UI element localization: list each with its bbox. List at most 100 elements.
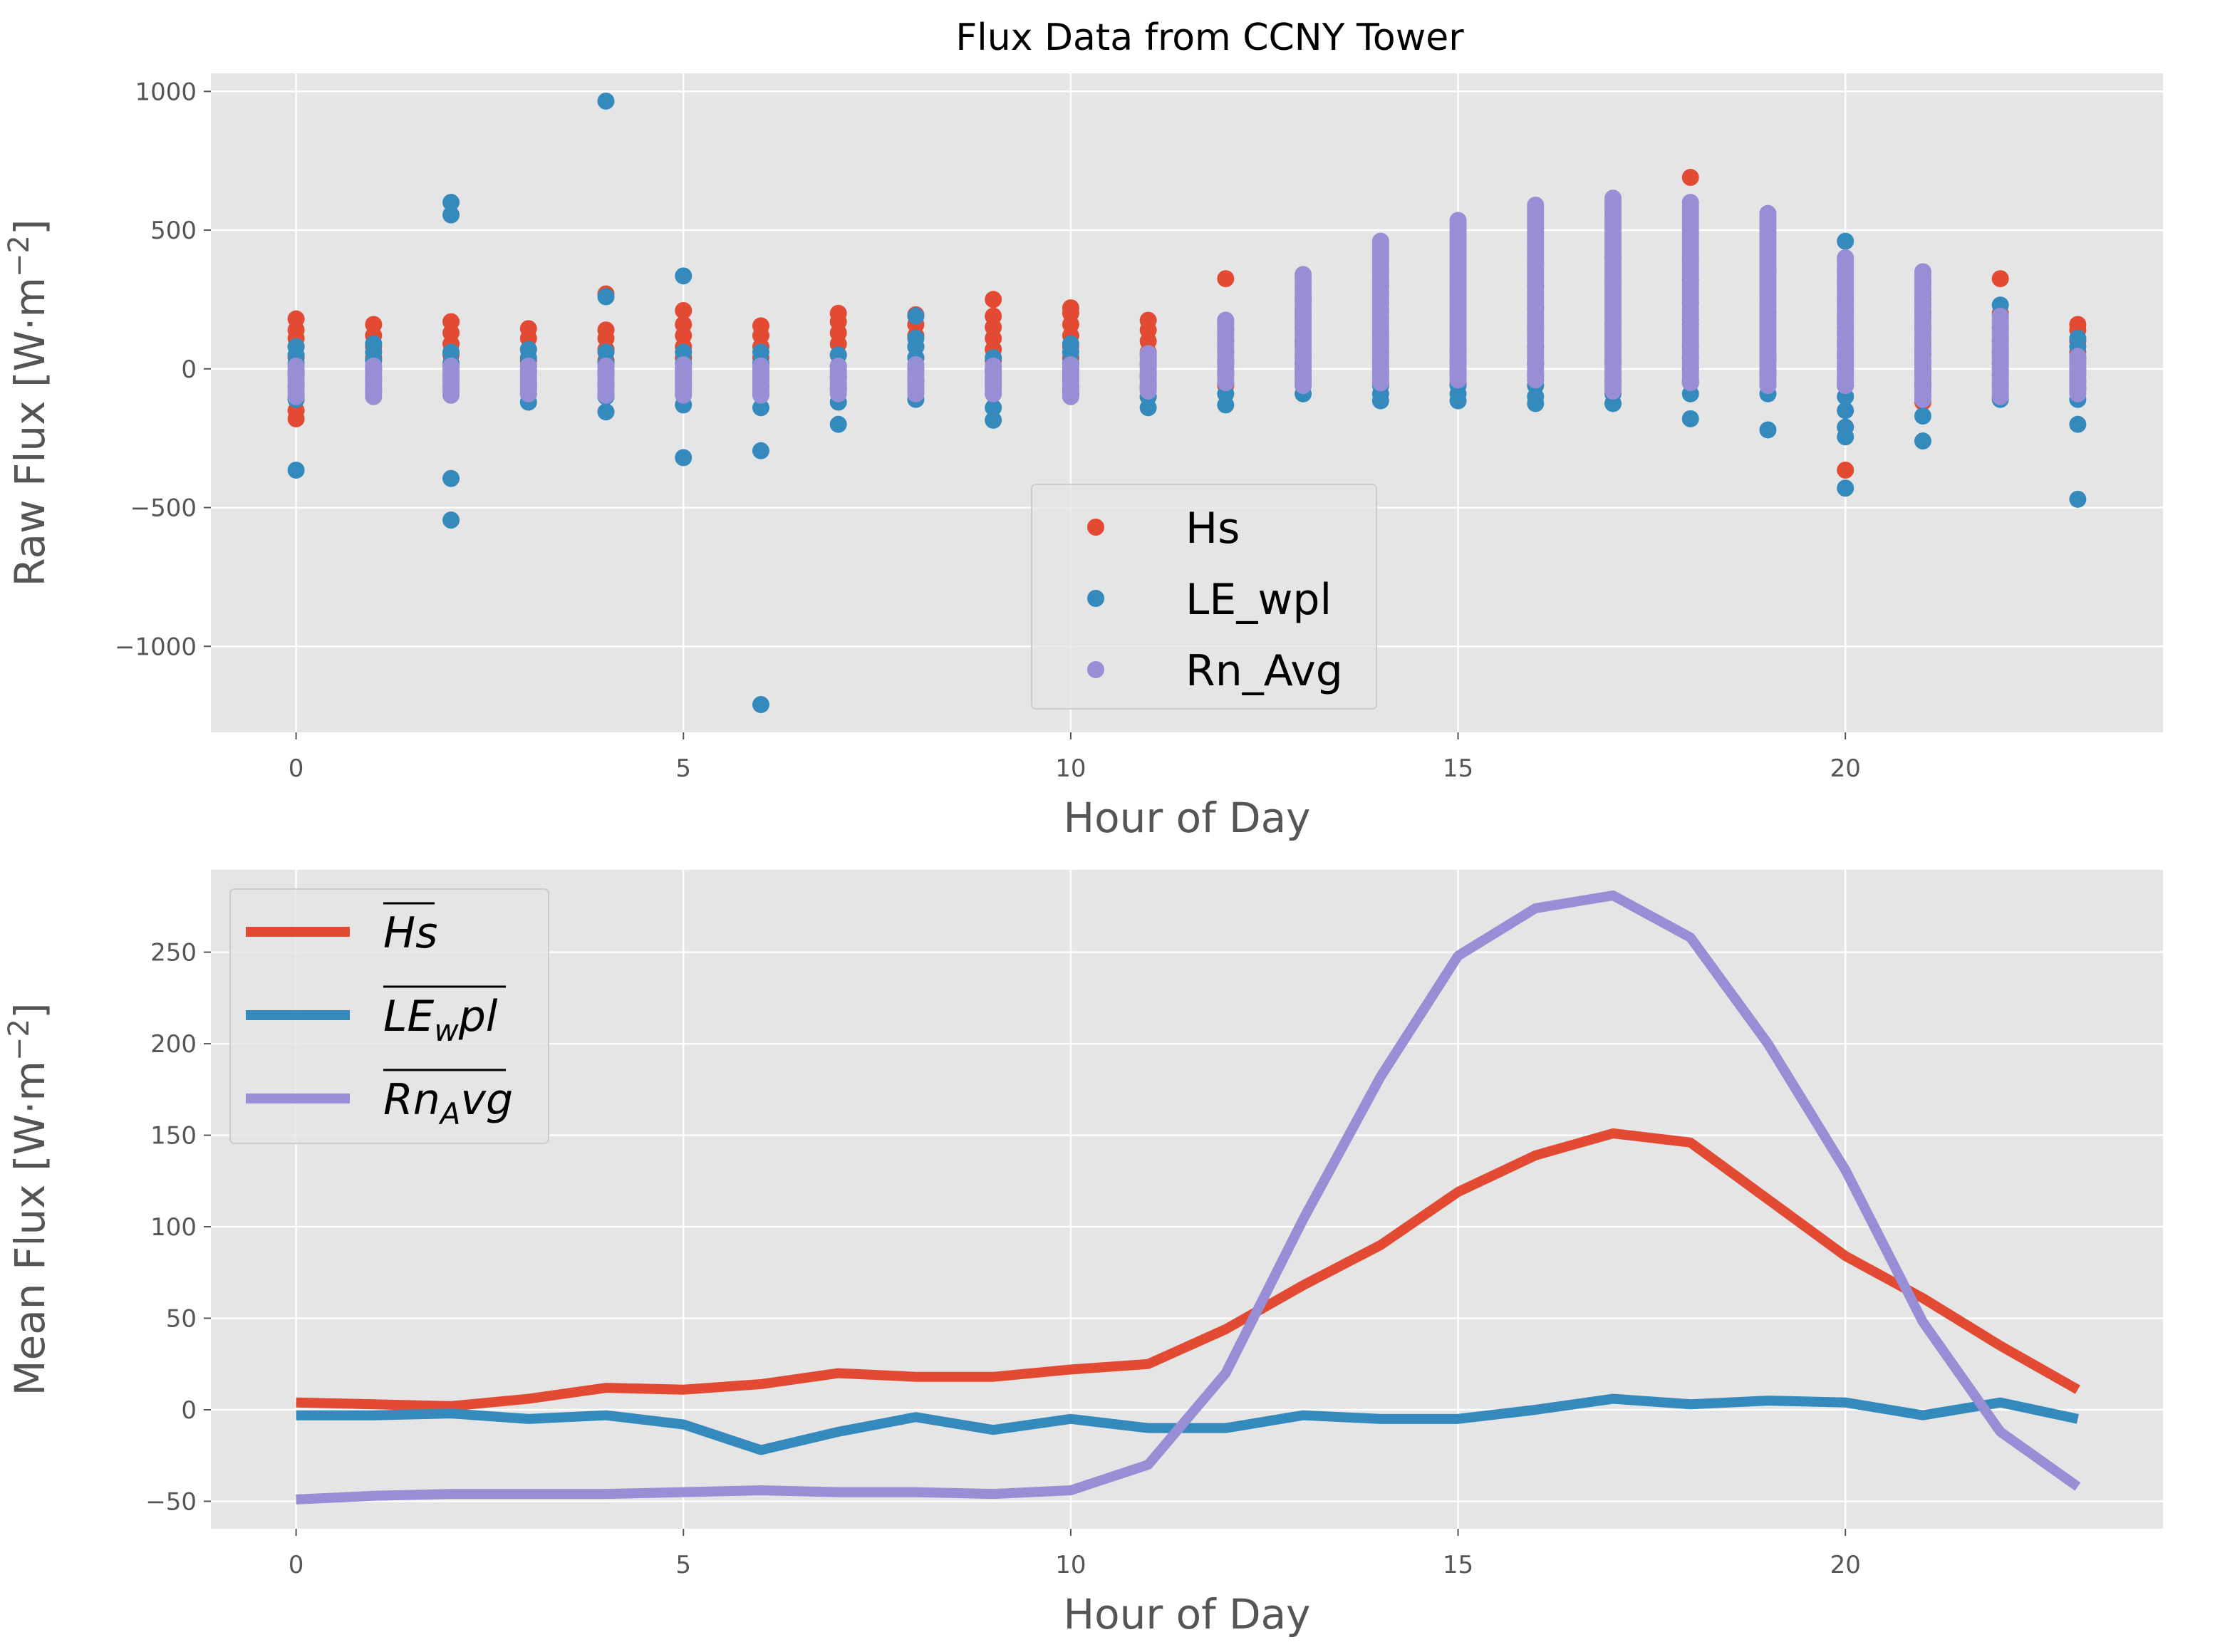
scatter-point <box>1217 396 1235 414</box>
scatter-point <box>985 411 1002 429</box>
scatter-point <box>1837 232 1855 250</box>
scatter-point <box>1604 395 1622 412</box>
raw-flux-y-axis-label: Raw Flux [W·m−2] <box>3 219 54 587</box>
scatter-point <box>1449 212 1467 229</box>
scatter-point <box>1837 402 1855 420</box>
scatter-point <box>597 403 615 421</box>
scatter-point <box>442 469 460 487</box>
scatter-point <box>1295 266 1312 284</box>
scatter-point <box>752 399 769 417</box>
scatter-point <box>985 357 1002 375</box>
legend-marker-LE_wpl <box>1087 590 1104 607</box>
scatter-point <box>1527 197 1545 214</box>
y-tick-label: −500 <box>130 494 197 523</box>
y-tick-label: 0 <box>181 355 197 384</box>
scatter-point <box>1837 479 1855 497</box>
scatter-point <box>1681 194 1699 212</box>
scatter-point <box>287 410 305 427</box>
scatter-point <box>752 357 769 375</box>
line-series-Hs <box>296 1128 2080 1411</box>
x-tick-label: 15 <box>1443 754 1473 783</box>
scatter-point <box>1217 311 1235 329</box>
y-tick-label: 150 <box>150 1122 197 1150</box>
mean-flux-line-series <box>296 890 2081 1505</box>
scatter-point <box>1604 189 1622 207</box>
line-series-Rn_Avg <box>296 890 2081 1505</box>
x-tick-label: 5 <box>675 1551 691 1579</box>
y-tick-label: 1000 <box>135 78 197 106</box>
scatter-point <box>1991 270 2009 288</box>
scatter-point <box>442 511 460 529</box>
legend-marker-Rn_Avg <box>1087 661 1104 678</box>
scatter-point <box>1139 399 1157 417</box>
scatter-point <box>442 206 460 224</box>
scatter-point <box>1062 355 1079 373</box>
scatter-point <box>1217 270 1235 288</box>
scatter-point <box>907 355 925 373</box>
scatter-point <box>829 357 847 375</box>
raw-flux-legend: Hs LE_wpl Rn_Avg <box>1031 484 1377 710</box>
scatter-point <box>1837 249 1855 266</box>
scatter-point <box>1914 407 1931 425</box>
y-tick-label: 50 <box>166 1305 197 1334</box>
legend-marker-Hs <box>1087 519 1104 536</box>
scatter-point <box>829 415 847 433</box>
y-tick-label: 250 <box>150 939 197 967</box>
raw-flux-x-axis-label: Hour of Day <box>1063 794 1310 842</box>
scatter-point <box>1139 345 1157 363</box>
y-tick-label: 200 <box>150 1030 197 1059</box>
mean-flux-tick-labels: 0 5 10 15 20 −50 0 50 100 150 200 250 <box>145 939 1861 1579</box>
y-tick-label: 0 <box>181 1396 197 1425</box>
scatter-point <box>1449 392 1467 410</box>
scatter-point <box>1371 232 1389 250</box>
scatter-point <box>442 194 460 212</box>
legend-label-LE_wpl: LEwpl <box>383 992 498 1048</box>
scatter-point <box>675 302 692 319</box>
scatter-point <box>597 92 615 110</box>
raw-flux-scatter-series <box>287 92 2087 714</box>
legend-box <box>229 888 549 1144</box>
raw-flux-axes: 0 5 10 15 20 −1000 −500 0 500 1000 Hour of Day Ra… <box>3 73 2163 842</box>
mean-flux-x-axis-label: Hour of Day <box>1063 1590 1310 1638</box>
raw-flux-tick-labels: 0 5 10 15 20 −1000 −500 0 500 1000 <box>115 78 1861 783</box>
line-series-LE_wpl <box>296 1393 2079 1455</box>
legend-label-Hs: Hs <box>1186 504 1240 554</box>
scatter-point <box>365 357 383 375</box>
x-tick-label: 15 <box>1443 1551 1473 1579</box>
scatter-point <box>287 461 305 479</box>
scatter-point <box>2069 490 2087 508</box>
scatter-point <box>1991 307 2009 325</box>
x-tick-label: 20 <box>1830 754 1861 783</box>
scatter-point <box>985 399 1002 417</box>
scatter-point <box>675 267 692 285</box>
x-tick-label: 5 <box>675 754 691 783</box>
scatter-point <box>2069 415 2087 433</box>
scatter-point <box>597 357 615 375</box>
legend-label-Hs: Hs <box>383 908 437 958</box>
scatter-point <box>752 442 769 459</box>
x-tick-label: 0 <box>289 1551 304 1579</box>
scatter-point <box>1759 421 1777 439</box>
chart-title: Flux Data from CCNY Tower <box>955 16 1464 59</box>
scatter-point <box>1837 428 1855 446</box>
y-tick-label: −1000 <box>115 633 197 661</box>
scatter-point <box>1837 461 1855 479</box>
y-tick-label: −50 <box>145 1487 197 1516</box>
scatter-point <box>519 357 537 375</box>
scatter-point <box>1914 263 1931 281</box>
legend-box <box>1031 484 1377 710</box>
scatter-point <box>1914 432 1931 450</box>
scatter-point <box>985 291 1002 308</box>
legend-label-Rn_Avg: Rn_Avg <box>1186 646 1343 696</box>
scatter-point <box>1759 204 1777 222</box>
scatter-point <box>287 357 305 375</box>
legend-label-Rn_Avg: RnAvg <box>383 1075 513 1131</box>
mean-flux-y-axis-label: Mean Flux [W·m−2] <box>3 1003 54 1396</box>
scatter-point <box>442 357 460 375</box>
scatter-point <box>752 696 769 714</box>
y-tick-label: 500 <box>150 217 197 245</box>
scatter-point <box>597 288 615 306</box>
scatter-point <box>675 355 692 373</box>
x-tick-label: 20 <box>1830 1551 1861 1579</box>
